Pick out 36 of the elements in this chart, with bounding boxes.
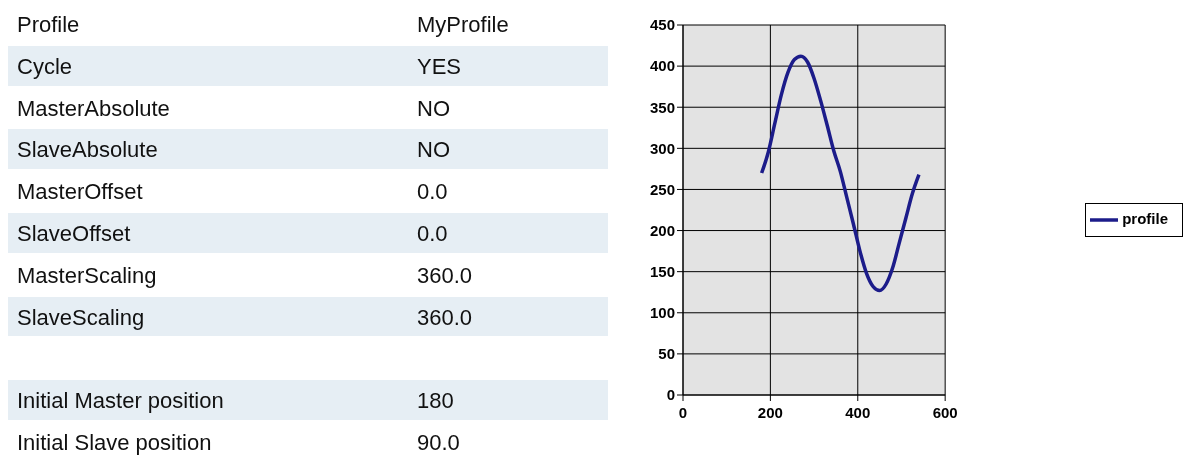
text: 180 xyxy=(417,388,454,415)
y-tick-label: 0 xyxy=(666,386,675,404)
x-tick-label: 0 xyxy=(678,403,688,421)
text: MasterAbsolute xyxy=(17,95,170,122)
y-tick-label: 250 xyxy=(649,180,675,198)
text: Initial Slave position xyxy=(17,430,212,456)
text: SlaveAbsolute xyxy=(17,137,158,164)
line-series xyxy=(759,54,921,293)
text: SlaveScaling xyxy=(17,304,145,331)
text: 360.0 xyxy=(417,304,473,331)
text: MasterScaling xyxy=(17,262,157,289)
text: Profile xyxy=(17,12,80,38)
y-tick-label: 300 xyxy=(649,139,675,157)
text: SlaveOffset xyxy=(17,221,131,247)
text: YES xyxy=(417,53,462,80)
y-tick-label: 400 xyxy=(649,57,675,75)
x-tick-label: 200 xyxy=(757,403,783,421)
y-tick-label: 50 xyxy=(658,345,675,363)
y-tick-label: 100 xyxy=(649,304,675,322)
text: 90.0 xyxy=(417,430,460,456)
text: MyProfile xyxy=(417,12,509,38)
x-tick-label: 400 xyxy=(845,403,871,421)
text: 0.0 xyxy=(417,221,448,247)
legend-label: profile xyxy=(1122,209,1168,227)
text: MasterOffset xyxy=(17,179,143,206)
y-tick-label: 200 xyxy=(649,221,675,239)
x-tick-label: 600 xyxy=(932,403,958,421)
text: NO xyxy=(417,95,450,122)
text: 0.0 xyxy=(417,179,448,206)
y-tick-label: 350 xyxy=(649,98,675,116)
y-tick-label: 450 xyxy=(649,16,675,34)
text: Cycle xyxy=(17,53,73,80)
y-tick-label: 150 xyxy=(649,262,675,280)
text: NO xyxy=(417,137,450,164)
text: 360.0 xyxy=(417,262,473,289)
text: Initial Master position xyxy=(17,388,224,415)
